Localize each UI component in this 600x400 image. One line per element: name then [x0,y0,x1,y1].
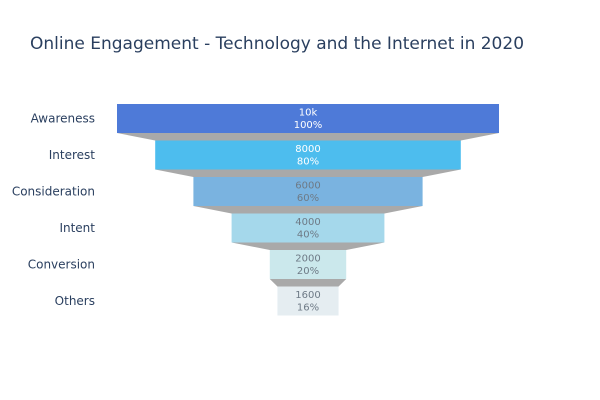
value-label: 10k [299,108,318,119]
funnel-bar-awareness[interactable] [117,104,499,133]
category-label: Others [55,294,95,308]
category-label: Consideration [12,185,95,199]
funnel-bar-others[interactable] [277,286,339,316]
value-label: 8000 [295,144,320,155]
category-label: Awareness [31,112,95,126]
value-label: 6000 [295,181,320,192]
funnel-bar-intent[interactable] [231,213,385,243]
value-label: 2000 [295,254,320,265]
funnel-bar-interest[interactable] [155,140,461,170]
percent-label: 16% [297,303,319,314]
value-label: 4000 [295,217,320,228]
percent-label: 100% [294,120,323,131]
percent-label: 20% [297,266,319,277]
category-label: Conversion [28,258,95,272]
funnel-bar-consideration[interactable] [193,177,423,206]
percent-label: 80% [297,157,319,168]
chart-title: Online Engagement - Technology and the I… [30,34,525,54]
category-label: Interest [49,148,96,162]
funnel-connector [193,206,423,214]
percent-label: 60% [297,193,319,204]
value-label: 1600 [295,290,320,301]
funnel-bar-conversion[interactable] [269,250,347,279]
funnel-connector [155,169,461,177]
funnel-connector [117,133,499,141]
funnel-connector [231,242,385,250]
funnel-connector [269,279,347,287]
category-label: Intent [59,221,95,235]
percent-label: 40% [297,230,319,241]
